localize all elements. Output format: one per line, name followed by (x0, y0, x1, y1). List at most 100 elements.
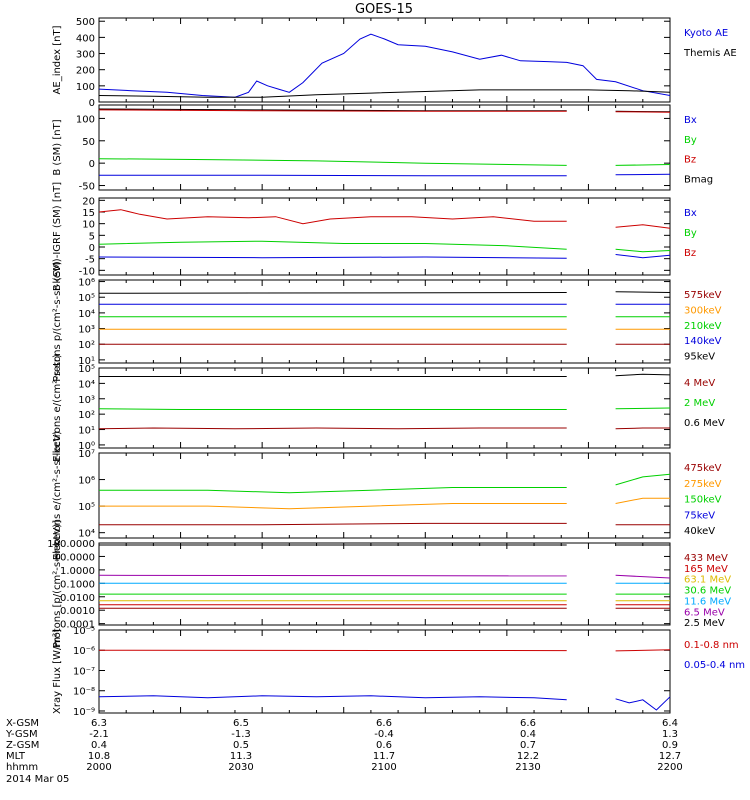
x-axis-value: 12.2 (517, 751, 539, 762)
x-axis-value: 6.6 (520, 718, 536, 729)
y-tick-label: 100.0000 (47, 539, 95, 550)
legend-entry: Themis AE (683, 48, 737, 59)
y-tick-label: 10¹ (78, 426, 95, 437)
series-line-themis-ae (98, 89, 671, 98)
panel-frame (98, 104, 671, 191)
series-line-95kev (98, 292, 567, 294)
series-line-2-mev (615, 407, 671, 410)
legend-entry: 0.05-0.4 nm (684, 660, 745, 671)
y-axis-label: AE_index [nT] (52, 25, 63, 94)
y-tick-label: 100 (76, 82, 95, 93)
y-tick-label: 10⁴ (78, 529, 95, 540)
y-tick-label: 20 (82, 196, 95, 207)
panel-frame (98, 367, 671, 449)
y-tick-label: 10³ (78, 395, 95, 406)
x-axis-value: 0.7 (520, 740, 536, 751)
panel-frame (98, 629, 671, 714)
y-axis-label: Protons p/(cm²-s-sr-keV) (52, 261, 63, 382)
y-tick-label: -10 (79, 266, 95, 277)
panel-7: 100.0000 10.0000 1.0000 0.1000 0.0100 0.0010 0… (47, 520, 731, 648)
y-axis-label: Protons [p/(cm²-s-sr-keV)] (52, 520, 63, 648)
x-axis-value: 11.7 (373, 751, 395, 762)
series-line-0-6-mev (615, 373, 671, 377)
series-line-0-1-0-8-nm (615, 649, 671, 652)
legend-entry: 4 MeV (684, 378, 715, 389)
series-line-0-05-0-4-nm (615, 696, 671, 711)
x-axis-value: 0.5 (233, 740, 249, 751)
y-tick-label: 300 (76, 50, 95, 61)
panel-frame (98, 279, 671, 364)
figure-title: GOES-15 (355, 2, 413, 17)
panel-6: 10⁷ 10⁶ 10⁵ 10⁴ Electrons e/(cm²-s-sr-keV) 47… (52, 431, 722, 560)
legend-entry: 150keV (684, 495, 722, 506)
y-tick-label: 200 (76, 66, 95, 77)
y-tick-label: 50 (82, 137, 95, 148)
y-tick-label: 10² (78, 340, 95, 351)
y-tick-label: 10⁴ (78, 309, 95, 320)
series-line-0-05-0-4-nm (98, 695, 567, 701)
legend-entry: 475keV (684, 463, 722, 474)
legend-entry: 300keV (684, 305, 722, 316)
panel-4: 10⁶ 10⁵ 10⁴ 10³ 10² 10¹ Protons p/(cm²-s-sr-ke… (52, 261, 722, 382)
panel-frame (98, 452, 671, 539)
x-axis-value: 2130 (515, 762, 540, 773)
legend-entry: By (684, 228, 697, 239)
x-axis-value: 1.3 (662, 729, 678, 740)
y-axis-label: Electrons e/(cm²-s-sr-keV) (52, 431, 63, 560)
y-tick-label: 10⁶ (78, 278, 95, 289)
y-tick-label: 10⁶ (78, 476, 95, 487)
series-line-by (98, 240, 567, 250)
x-axis-value: 12.7 (659, 751, 681, 762)
legend-entry: 75keV (684, 510, 715, 521)
series-line-95kev (615, 291, 671, 293)
series-line-kyoto-ae (98, 33, 671, 98)
legend-entry: 575keV (684, 290, 722, 301)
x-axis-value: 0.9 (662, 740, 678, 751)
legend-entry: Bx (684, 208, 697, 219)
panel-5: 10⁵ 10⁴ 10³ 10² 10¹ 10⁰ Electrons e/(cm²-s-sr)… (52, 354, 725, 462)
y-tick-label: 10³ (78, 325, 95, 336)
y-tick-label: 10⁻⁹ (73, 707, 95, 718)
x-axis-row-label: MLT (6, 751, 26, 762)
y-tick-label: 15 (82, 208, 95, 219)
legend-entry: 95keV (684, 352, 715, 363)
y-axis-label: B (SM) [nT] (52, 119, 63, 175)
x-axis-value: -1.3 (231, 729, 251, 740)
series-line-bz (615, 111, 671, 113)
x-axis-value: 2100 (371, 762, 396, 773)
panel-2: 100 50 0 -50 B (SM) [nT] Bx By Bz Bmag (52, 104, 713, 193)
legend-entry: Bmag (684, 174, 713, 185)
series-line-by (615, 164, 671, 166)
x-axis-value: 6.5 (233, 718, 249, 729)
series-line-bz (98, 209, 567, 225)
legend-entry: 433 MeV (684, 553, 728, 564)
x-axis-row-label: Z-GSM (6, 740, 39, 751)
legend-entry: Kyoto AE (684, 28, 728, 39)
series-line-150kev (99, 522, 567, 526)
series-line-by (98, 158, 567, 166)
y-tick-label: 5 (89, 231, 95, 242)
panel-1: 500 400 300 200 100 0 AE_index [nT] Kyoto AE The… (52, 17, 737, 109)
legend-entry: 40keV (684, 526, 715, 537)
legend-entry: 0.1-0.8 nm (684, 640, 739, 651)
y-tick-label: 10⁵ (78, 364, 95, 375)
y-axis-label: B (SM)-IGRF (SM) [nT] (52, 182, 63, 291)
y-tick-label: -5 (85, 255, 95, 266)
x-axis-value: 6.3 (91, 718, 107, 729)
legend-entry: Bz (684, 248, 696, 259)
x-axis-table: X-GSM 6.3 6.5 6.6 6.6 6.4 Y-GSM -2.1 -1.3 -0.4 0.4… (5, 718, 683, 785)
series-line-475kev (615, 473, 671, 486)
x-axis-value: 0.4 (520, 729, 536, 740)
y-tick-label: 500 (76, 17, 95, 28)
y-tick-label: 100 (76, 114, 95, 125)
y-tick-label: 10⁻⁶ (73, 646, 95, 657)
y-tick-label: 10⁴ (78, 379, 95, 390)
series-line-275kev (99, 503, 567, 510)
series-line-bx (615, 173, 671, 176)
y-tick-label: 0.0010 (60, 606, 95, 617)
date-label: 2014 Mar 05 (6, 774, 69, 785)
series-line-bx (99, 174, 567, 177)
